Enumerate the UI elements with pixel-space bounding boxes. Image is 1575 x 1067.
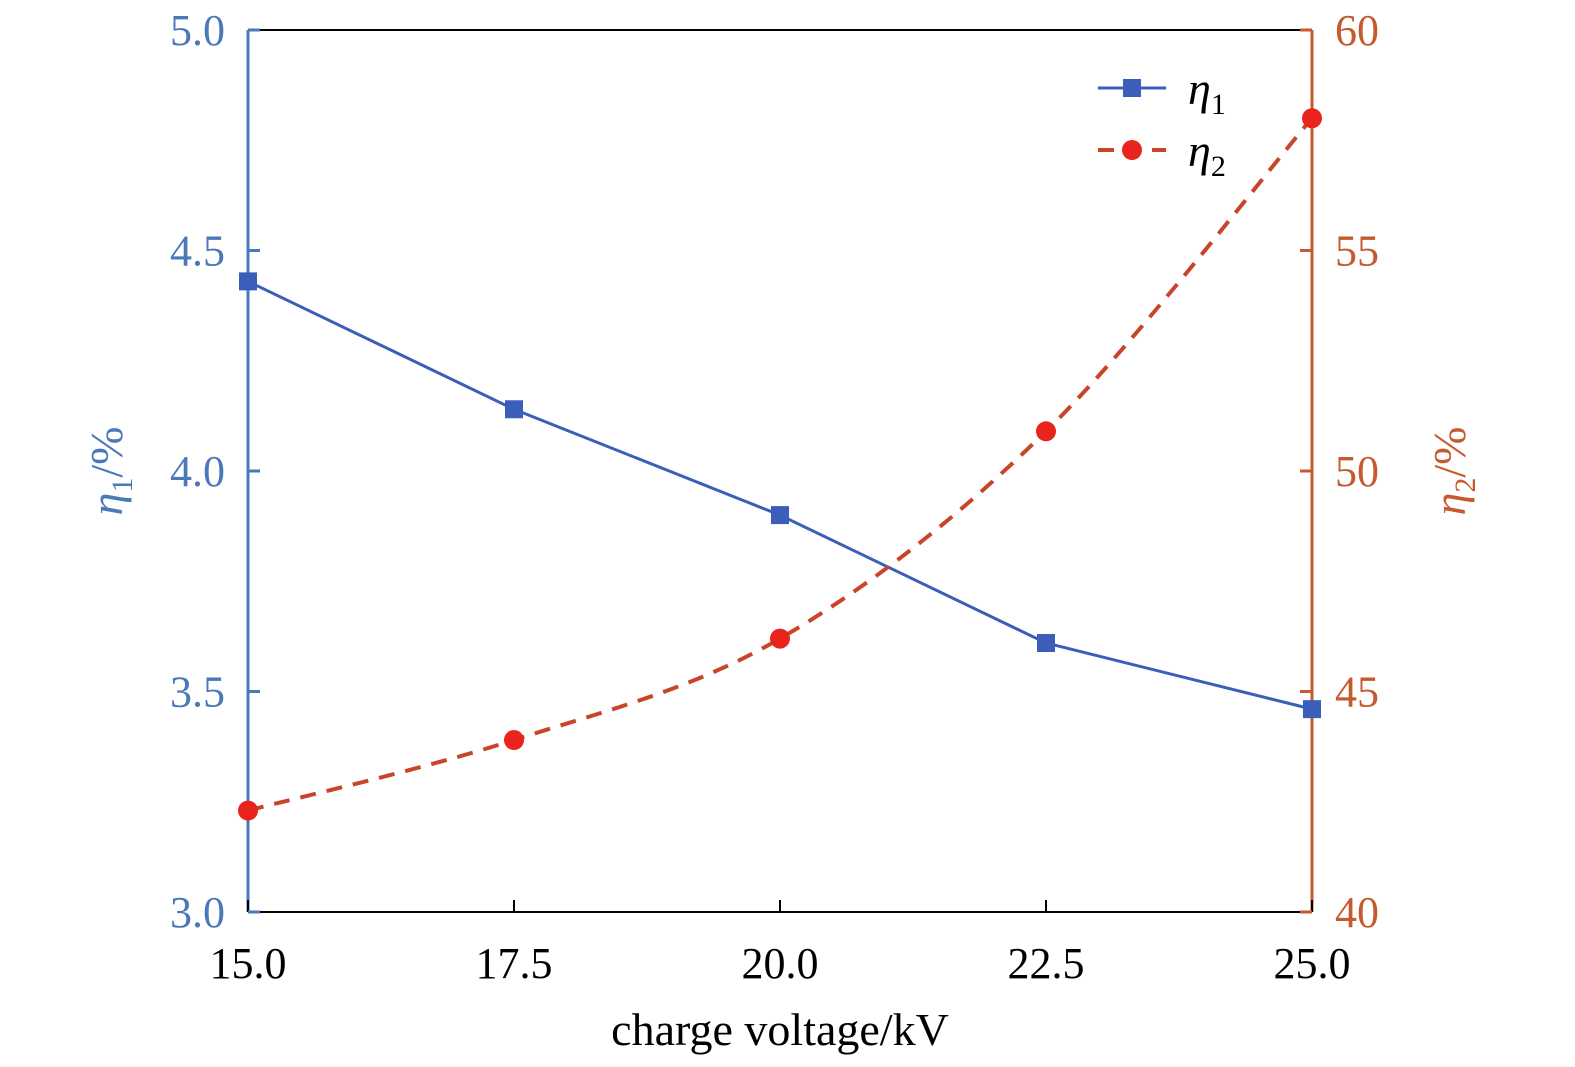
series-eta1-point	[505, 400, 523, 419]
left-y-tick-label: 4.0	[170, 447, 225, 496]
legend-item-eta2: η2	[1098, 125, 1226, 183]
series-eta1-point	[771, 506, 789, 525]
legend-eta1-subscript: 1	[1211, 88, 1226, 121]
series-eta2-point	[1302, 108, 1322, 129]
right-y-axis-title-subscript: 2	[1449, 478, 1482, 493]
x-tick-label: 20.0	[742, 939, 819, 988]
left-y-tick-label: 5.0	[170, 6, 225, 55]
left-y-tick-label: 4.5	[170, 227, 225, 276]
right-y-tick-label: 55	[1335, 227, 1379, 276]
left-y-axis-title-unit: /%	[81, 427, 132, 478]
series-eta2-point	[1036, 421, 1056, 442]
legend-eta2-symbol: η	[1188, 125, 1211, 176]
right-y-axis-title-symbol: η	[1424, 493, 1475, 516]
left-y-tick-label: 3.0	[170, 888, 225, 937]
legend-item-eta1: η1	[1098, 63, 1226, 121]
x-axis-ticks: 15.0 17.5 20.0 22.5 25.0	[210, 900, 1351, 988]
legend-eta1-marker	[1123, 79, 1141, 97]
left-y-axis-title: η1/%	[81, 427, 139, 516]
x-tick-label: 17.5	[476, 939, 553, 988]
x-tick-label: 25.0	[1274, 939, 1351, 988]
right-y-tick-label: 60	[1335, 6, 1379, 55]
series-eta2-point	[238, 800, 258, 821]
right-y-tick-label: 50	[1335, 447, 1379, 496]
right-y-axis-title: η2/%	[1424, 427, 1482, 516]
series-eta2-point	[504, 730, 524, 751]
legend: η1 η2	[1098, 63, 1226, 183]
right-y-tick-label: 45	[1335, 668, 1379, 717]
x-axis-title: charge voltage/kV	[611, 1004, 949, 1055]
series-eta2-line	[247, 116, 1314, 813]
series-eta1-point	[1303, 700, 1321, 719]
left-y-tick-label: 3.5	[170, 668, 225, 717]
left-y-axis-title-subscript: 1	[106, 478, 139, 493]
series-layer	[238, 108, 1322, 821]
legend-eta2-label: η2	[1188, 125, 1226, 183]
series-eta2-point	[770, 628, 790, 649]
right-y-axis-ticks: 40 45 50 55 60	[1300, 6, 1379, 937]
left-y-axis-title-symbol: η	[81, 493, 132, 516]
series-eta1-point	[1037, 633, 1055, 652]
legend-eta1-label: η1	[1188, 63, 1226, 121]
legend-eta2-marker	[1122, 140, 1142, 160]
right-y-tick-label: 40	[1335, 888, 1379, 937]
x-tick-label: 22.5	[1008, 939, 1085, 988]
series-eta1-point	[239, 272, 257, 291]
right-y-axis-title-unit: /%	[1424, 427, 1475, 478]
legend-eta2-subscript: 2	[1211, 150, 1226, 183]
x-tick-label: 15.0	[210, 939, 287, 988]
legend-eta1-symbol: η	[1188, 63, 1211, 114]
left-y-axis-ticks: 3.0 3.5 4.0 4.5 5.0	[170, 6, 260, 937]
